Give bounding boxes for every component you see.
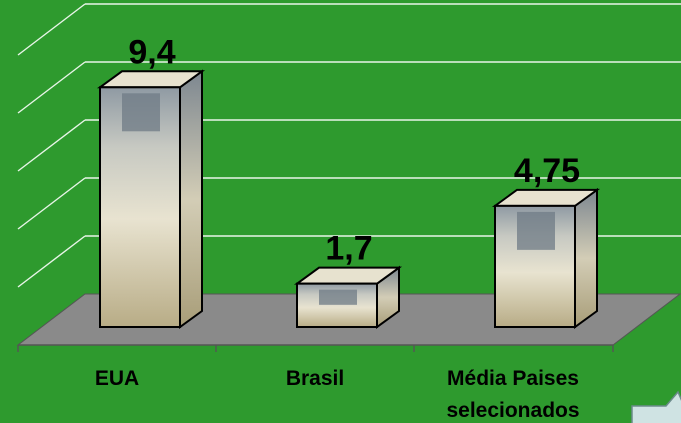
value-label: 1,7 <box>325 230 372 268</box>
bars <box>96 69 601 329</box>
bar-pipe-detail <box>319 289 357 305</box>
bar-side-face <box>574 187 598 329</box>
bar-3 <box>491 187 601 329</box>
bar-2 <box>293 265 403 329</box>
value-label: 9,4 <box>128 33 175 71</box>
category-label: Brasil <box>286 367 344 390</box>
gridline-side <box>17 61 86 114</box>
callout-shape <box>631 390 681 423</box>
bar-1 <box>96 69 206 329</box>
category-label: selecionados <box>446 399 579 422</box>
gridline-side <box>17 177 86 230</box>
labels: 9,4 EUA 1,7 Brasil 4,75 Média Paises seleciona… <box>95 33 580 422</box>
gridline-side <box>17 3 86 56</box>
gridline-side <box>17 235 86 288</box>
x-axis <box>17 344 614 352</box>
category-label: Média Paises <box>447 367 579 390</box>
bar-pipe-detail <box>517 211 555 250</box>
gridline-side <box>17 119 86 172</box>
bar-side-face <box>179 69 203 329</box>
category-label: EUA <box>95 367 139 390</box>
value-label: 4,75 <box>514 152 580 190</box>
bar-pipe-detail <box>122 93 160 132</box>
